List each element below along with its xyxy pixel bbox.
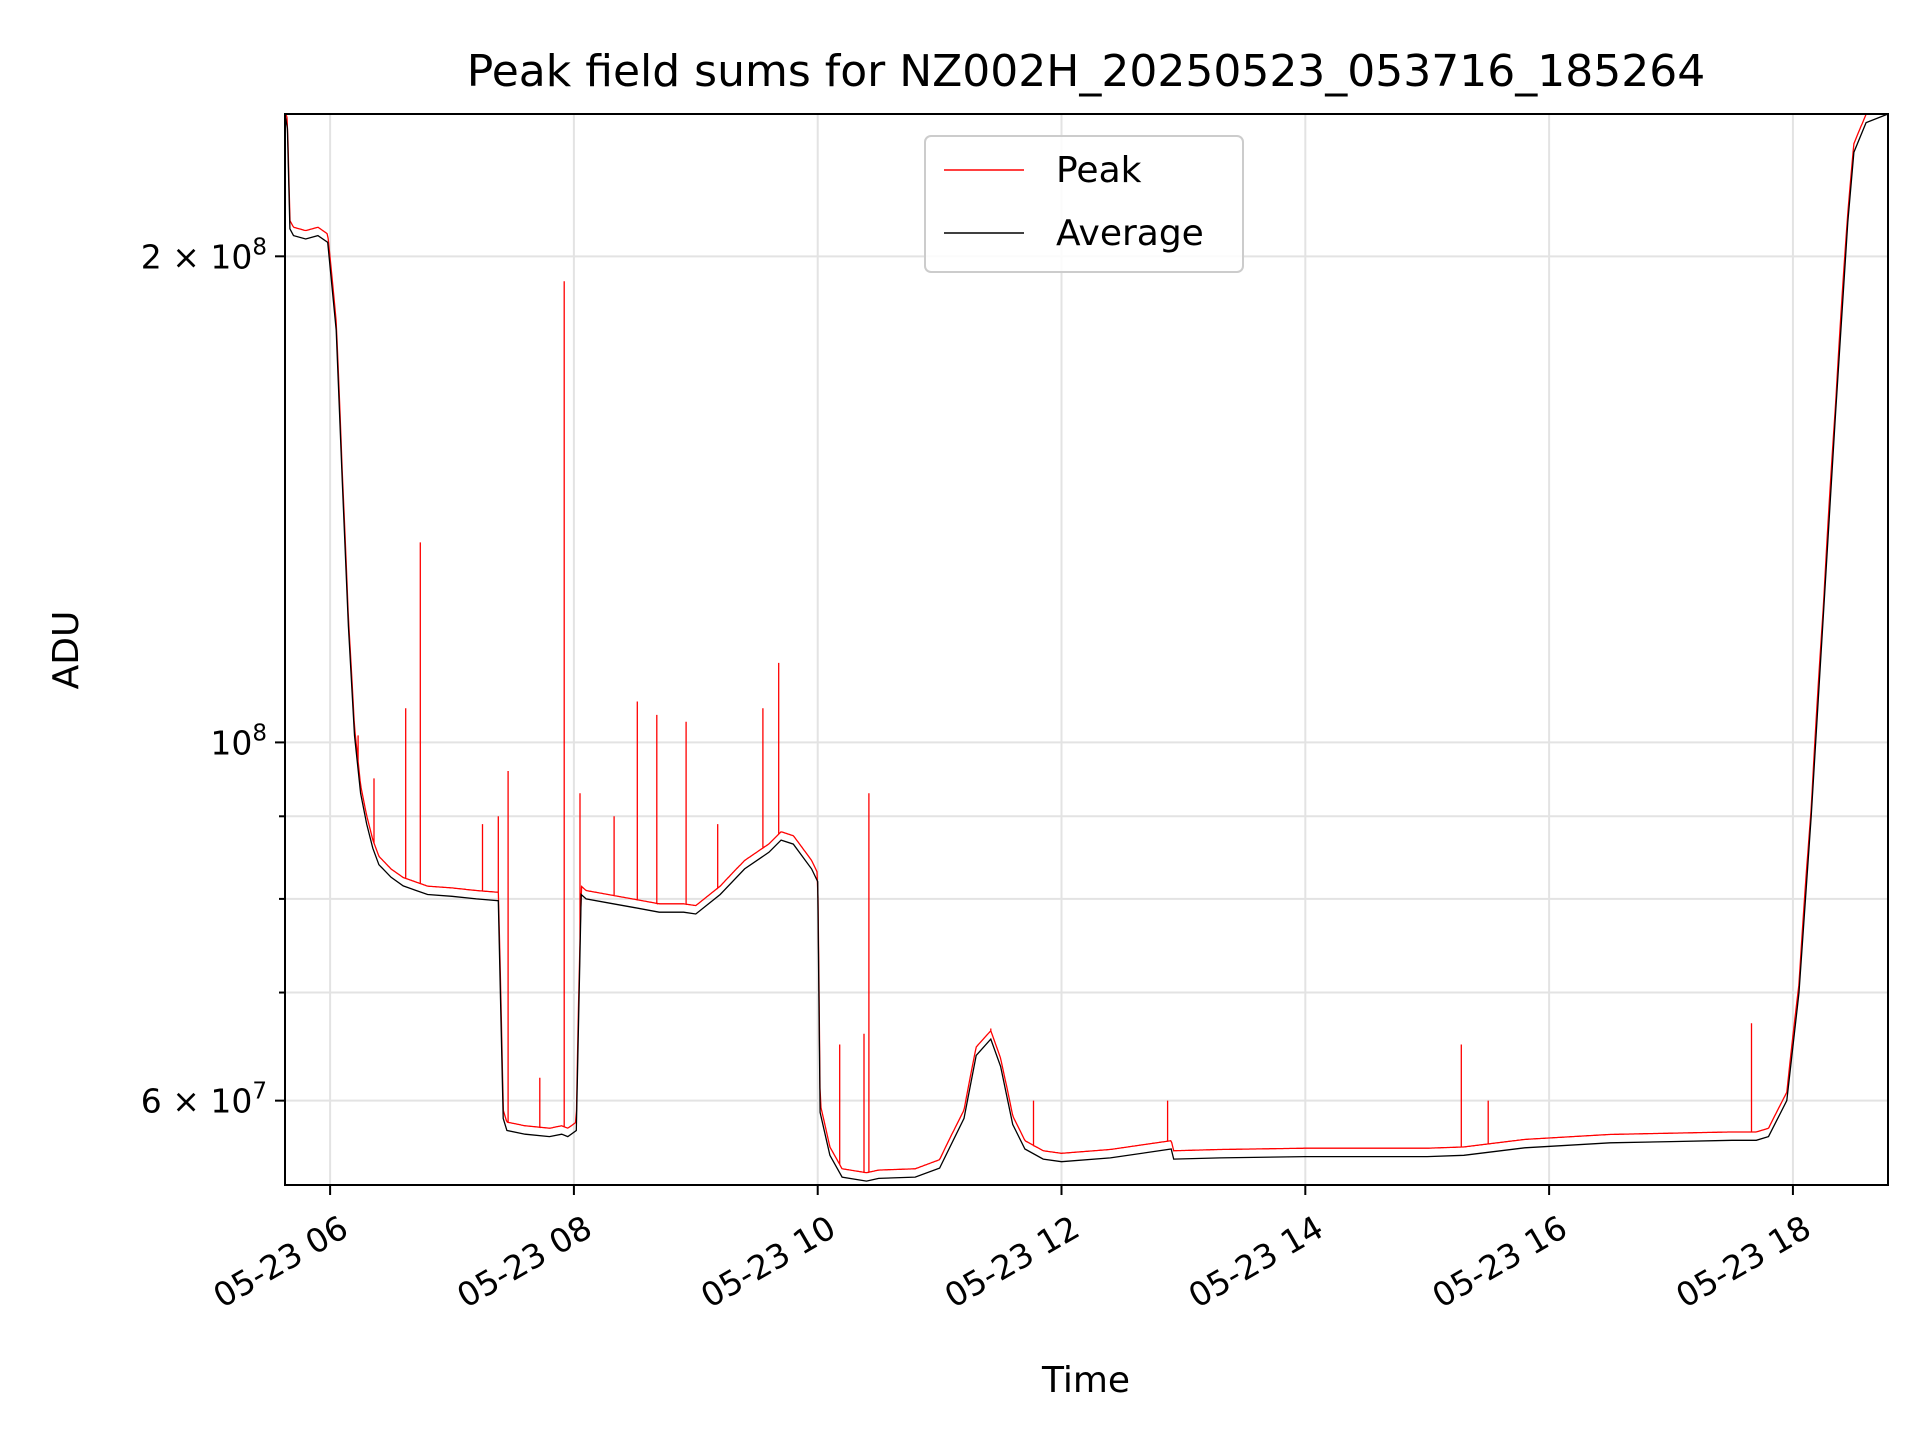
series-line-average — [284, 113, 1889, 1182]
legend-label-peak: Peak — [1056, 150, 1142, 191]
y-axis-label: ADU — [46, 611, 87, 690]
y-tick-label: 6 × 107 — [141, 1079, 267, 1121]
x-axis-label: Time — [1041, 1360, 1130, 1401]
y-tick-label: 2 × 108 — [141, 234, 267, 276]
series-line-peak — [285, 113, 1888, 1174]
plot-frame — [284, 113, 1889, 1186]
grid-layer — [285, 114, 1888, 1185]
legend-label-average: Average — [1056, 213, 1204, 254]
series-layer — [284, 113, 1889, 1182]
y-tick-label: 108 — [210, 720, 267, 762]
chart-title: Peak field sums for NZ002H_20250523_0537… — [467, 46, 1705, 97]
legend: Peak Average — [924, 135, 1244, 273]
